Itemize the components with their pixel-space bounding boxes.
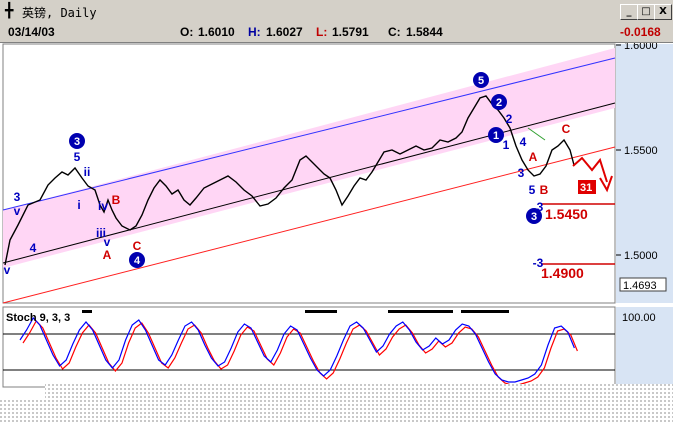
wave-label: 5 [529,183,536,197]
wave-label: ii [84,165,91,179]
projection-badge-label: 31 [580,182,592,194]
wave-label: B [540,183,549,197]
signal-bar-1 [305,310,337,313]
stoch-k-line [19,316,575,383]
wave-label: -3 [533,256,544,270]
close-button[interactable]: X [654,4,672,20]
wave-label: 4 [520,135,527,149]
projection-path [572,156,608,183]
stoch-d-line [22,319,578,386]
wave-label: 5 [478,75,484,87]
wave-label: 3 [537,200,544,214]
wave-label: B [112,193,121,207]
price-axis-tick-label: 1.5500 [624,145,658,157]
wave-label: A [529,150,538,164]
last-price-label: 1.4693 [623,280,657,292]
quote-info-bar: 03/14/03 O: 1.6010 H: 1.6027 L: 1.5791 C… [0,22,673,43]
low-label: L: [316,25,328,39]
wave-label: v [4,263,11,277]
pink-channel [3,48,615,268]
stoch-title: Stoch 9, 3, 3 [6,312,70,324]
wave-label: v [14,204,21,218]
price-chart[interactable]: 31 1.5450 1.4900 1.70001.65001.60001.550… [0,43,673,424]
signal-bar-2 [388,310,453,313]
stoch-panel [2,306,616,388]
target-label-2: 1.4900 [541,265,584,281]
upper-channel-line [2,57,616,211]
wave-circle-icon [129,252,145,268]
open-value: 1.6010 [198,25,235,39]
status-area [45,384,673,424]
wave-circle-icon [69,133,85,149]
wave-circle-icon [491,94,507,110]
price-axis-tick-label: 1.6000 [624,43,658,52]
projection-badge [578,180,596,194]
wave-label: v [104,235,111,249]
wave-circle-icon [473,72,489,88]
wave-label: 2 [496,97,502,109]
wave-label: 3 [74,136,80,148]
signal-bar-0 [82,310,92,313]
wave-circle-icon [526,208,542,224]
stoch-scale-label: 100.00 [622,312,656,324]
wave-label: 3 [518,166,525,180]
wave-label: iv [98,199,108,213]
lower-channel-line [2,146,616,304]
cross-icon: ╋ [5,3,14,19]
wave-label: 3 [14,190,21,204]
low-value: 1.5791 [332,25,369,39]
price-series [4,95,575,266]
maximize-button[interactable]: □ [637,4,655,20]
middle-channel-line [2,102,616,264]
close-label: C: [388,25,401,39]
price-axis-tick-label: 1.5000 [624,250,658,262]
wave-label: 2 [506,112,513,126]
wave-label: C [562,122,571,136]
projection-arrow-icon [599,175,613,193]
wave-label: i [77,198,80,212]
change-value: -0.0168 [620,25,661,39]
high-value: 1.6027 [266,25,303,39]
wave-label: iii [96,226,106,240]
stoch-axis [616,307,673,387]
status-area-left [0,399,45,424]
wave-label: 4 [30,241,37,255]
wave-label: 1 [493,130,499,142]
wave-circle-icon [488,127,504,143]
wave-label: 1 [503,138,510,152]
wave-label: 3 [531,211,537,223]
wave-label: 4 [134,255,141,267]
wave-label: C [133,239,142,253]
quote-date: 03/14/03 [8,25,55,39]
minimize-button[interactable]: _ [620,4,638,20]
wave-label: A [103,248,112,262]
price-axis [616,44,673,303]
last-price-box [619,277,667,292]
target-label-1: 1.5450 [545,206,588,222]
signal-bar-3 [461,310,509,313]
window-title: 英镑, Daily [22,6,97,20]
close-value: 1.5844 [406,25,443,39]
open-label: O: [180,25,194,39]
wave-label: 5 [74,150,81,164]
high-label: H: [248,25,261,39]
title-bar[interactable]: ╋ 英镑, Daily _ □ X [0,0,673,23]
subwave-line [527,127,546,141]
